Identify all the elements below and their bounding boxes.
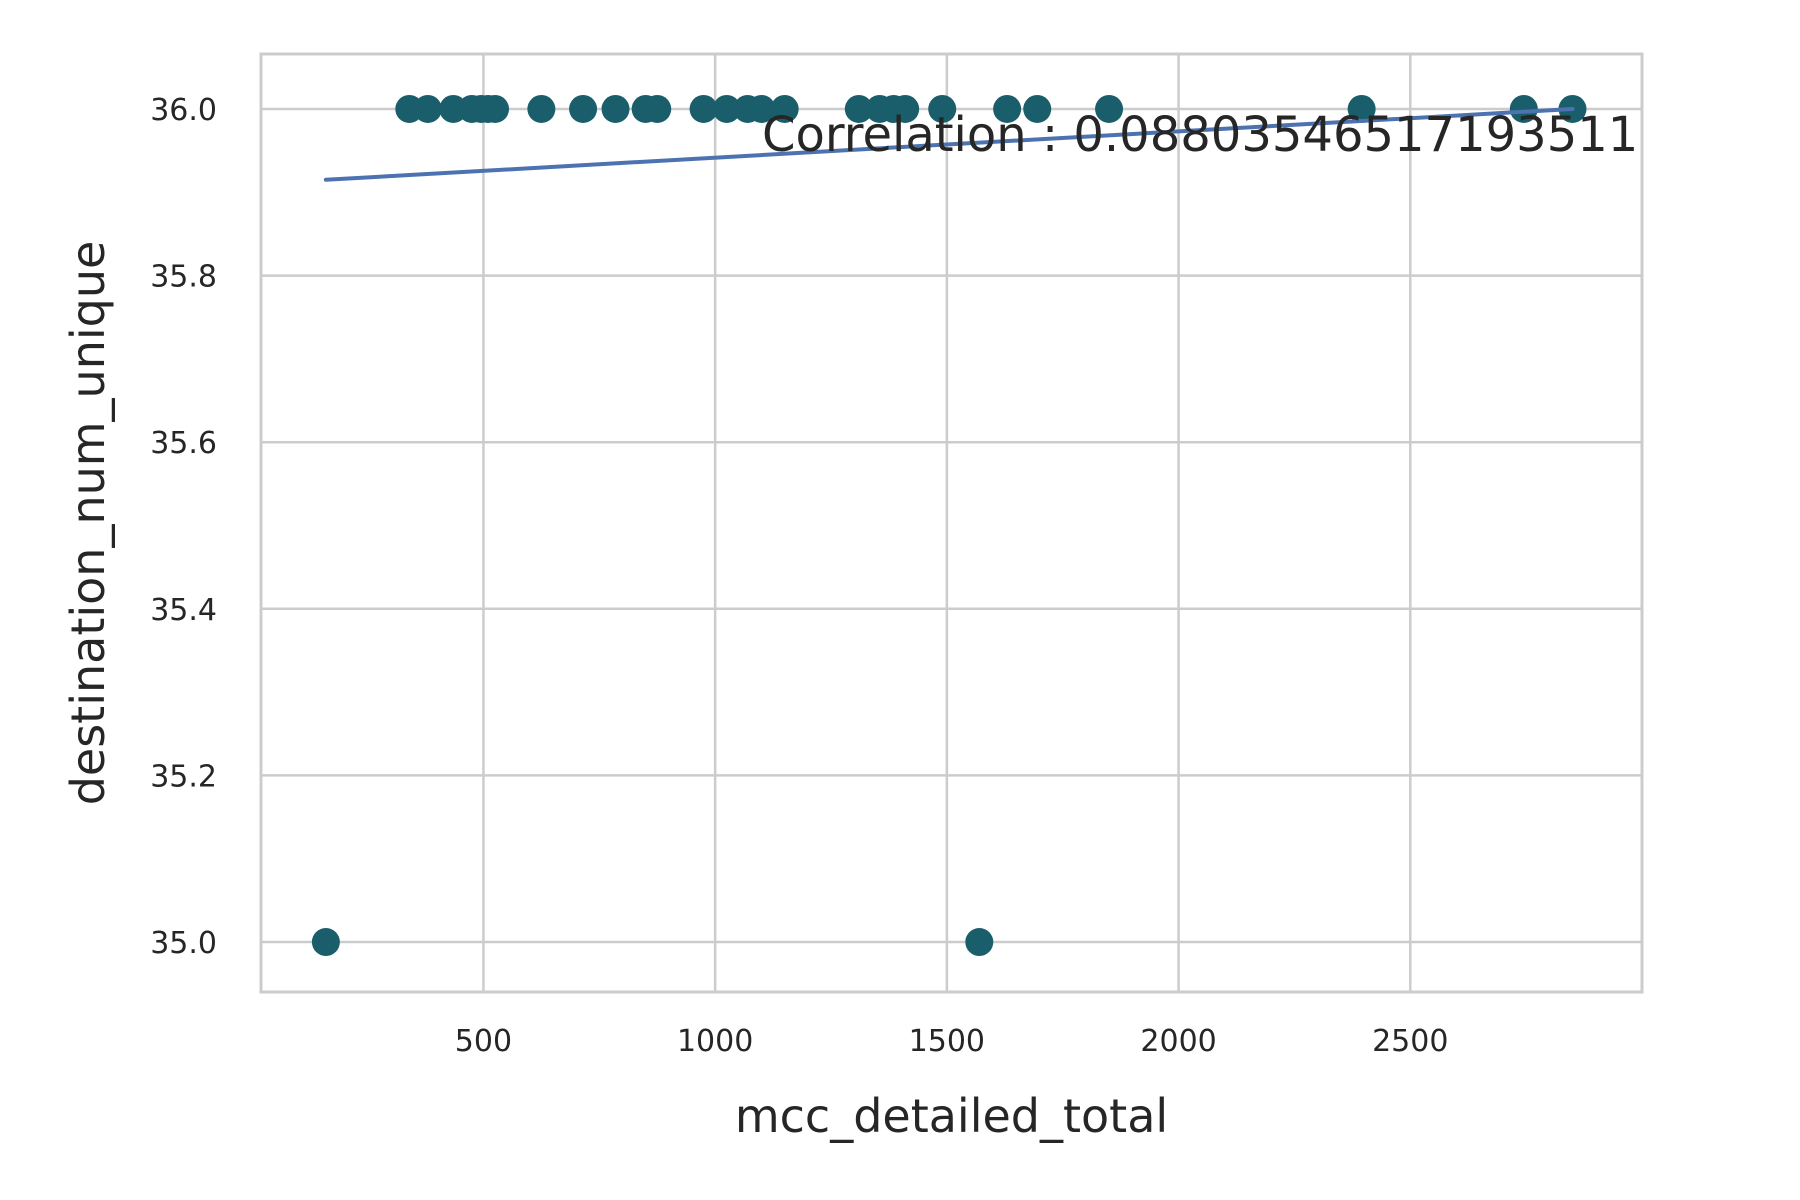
data-point (527, 94, 556, 123)
data-point (965, 928, 994, 957)
x-tick-label: 500 (455, 1024, 512, 1059)
x-tick-label: 1000 (677, 1024, 753, 1059)
data-point (1095, 94, 1124, 123)
data-points (311, 94, 1587, 957)
y-tick-label: 35.2 (150, 759, 217, 794)
data-point (891, 94, 920, 123)
y-tick-label: 35.8 (150, 260, 217, 295)
y-axis-label: destination_num_unique (61, 241, 115, 806)
data-point (1023, 94, 1052, 123)
data-point (689, 94, 718, 123)
data-point (844, 94, 873, 123)
x-tick-label: 2500 (1372, 1024, 1448, 1059)
regression-line-group (323, 106, 1575, 182)
y-tick-label: 35.6 (150, 426, 217, 461)
plot-frame (259, 52, 1644, 994)
x-tick-label: 2000 (1140, 1024, 1216, 1059)
grid-lines (261, 54, 1642, 992)
x-axis-label: mcc_detailed_total (735, 1089, 1168, 1143)
data-point (413, 94, 442, 123)
data-point (643, 94, 672, 123)
data-point (712, 94, 741, 123)
x-tick-labels: 500 1000 1500 2000 2500 (455, 1024, 1449, 1059)
data-point (311, 928, 340, 957)
y-tick-label: 36.0 (150, 93, 217, 128)
regression-line (323, 106, 1575, 182)
data-point (601, 94, 630, 123)
x-tick-label: 1500 (909, 1024, 985, 1059)
data-point (770, 94, 799, 123)
data-point (1347, 94, 1376, 123)
data-point (993, 94, 1022, 123)
data-point (1509, 94, 1538, 123)
y-tick-label: 35.4 (150, 593, 217, 628)
data-point (747, 94, 776, 123)
correlation-annotation: Correlation : 0.08803546517193511 (762, 107, 1638, 163)
data-point (481, 94, 510, 123)
y-tick-label: 35.0 (150, 926, 217, 961)
data-point (569, 94, 598, 123)
y-tick-labels: 35.0 35.2 35.4 35.6 35.8 36.0 (150, 93, 217, 961)
data-point (928, 94, 957, 123)
